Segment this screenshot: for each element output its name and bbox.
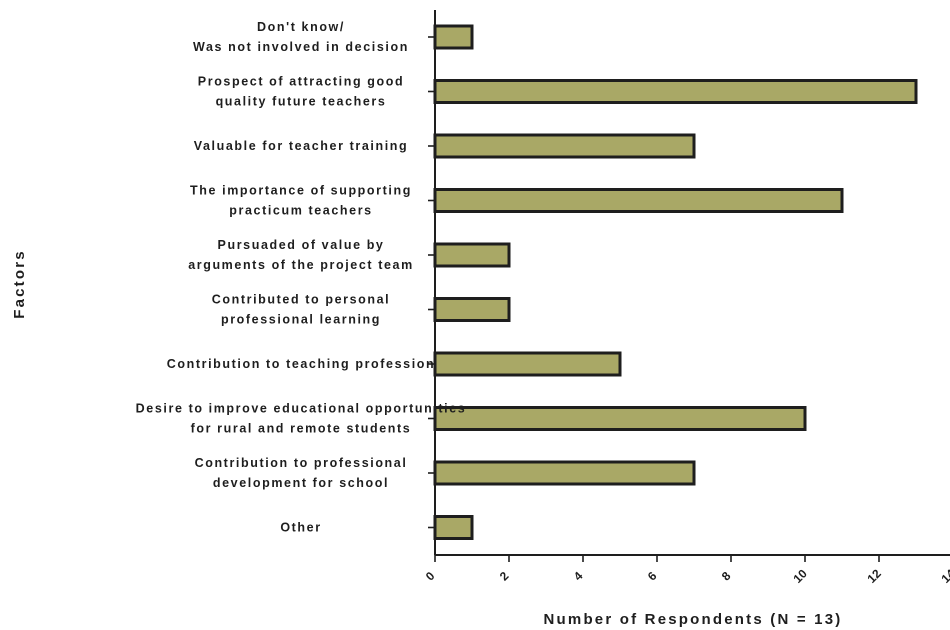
bar xyxy=(433,406,807,431)
bar xyxy=(433,351,622,377)
category-labels: Don't know/Was not involved in decision P… xyxy=(136,20,467,535)
category-label: Contribution to professional development … xyxy=(195,456,408,490)
x-tick-label: 4 xyxy=(571,569,586,584)
bar xyxy=(433,188,844,213)
category-label: Prospect of attracting good quality futur… xyxy=(198,75,404,109)
category-label: Valuable for teacher training xyxy=(194,139,409,153)
bar xyxy=(433,460,696,486)
x-tick-label: 0 xyxy=(423,569,438,584)
bar xyxy=(433,515,474,540)
bar xyxy=(433,242,511,268)
x-tick-label: 14 xyxy=(938,566,950,586)
bars-layer xyxy=(433,24,918,540)
bar xyxy=(433,79,918,104)
category-label: Pursuaded of value by arguments of the pr… xyxy=(188,238,414,272)
y-axis-title: Factors xyxy=(11,249,28,319)
x-tick-label: 10 xyxy=(790,566,810,586)
x-axis-title: Number of Respondents (N = 13) xyxy=(544,611,843,628)
category-label: The importance of supporting practicum te… xyxy=(190,184,412,218)
category-label: Contribution to teaching profession xyxy=(167,357,436,371)
bar xyxy=(433,297,511,322)
x-tick-label: 8 xyxy=(719,569,734,584)
category-label: Desire to improve educational opportunit… xyxy=(136,402,467,436)
bar xyxy=(433,133,696,159)
category-label: Contributed to personal professional lear… xyxy=(212,293,390,327)
x-tick-label: 6 xyxy=(645,569,660,584)
category-label: Don't know/Was not involved in decision xyxy=(193,20,409,54)
x-tick-label: 12 xyxy=(864,566,884,586)
bar xyxy=(433,24,474,50)
category-label: Other xyxy=(280,521,321,535)
x-tick-label: 2 xyxy=(497,569,512,584)
